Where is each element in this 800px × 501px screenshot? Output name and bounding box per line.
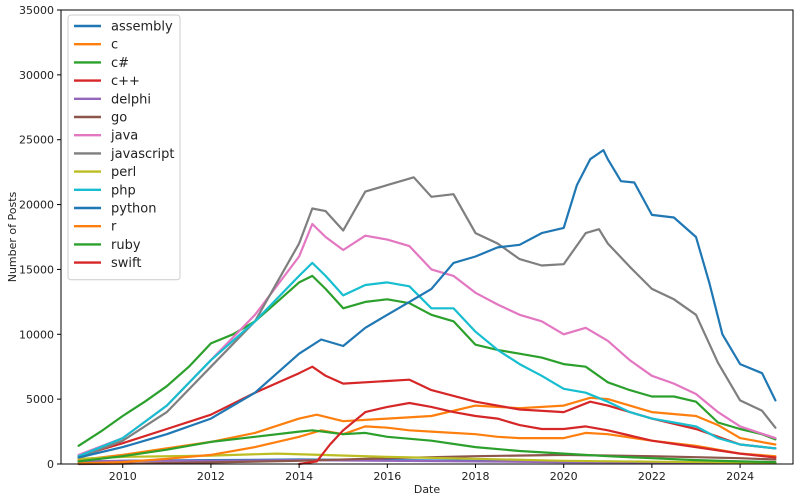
x-tick-label-2014: 2014	[285, 470, 313, 483]
x-axis: 2010 2012 2014 2016 2018 2020 2022 2024	[109, 464, 754, 483]
x-tick-label-2012: 2012	[197, 470, 225, 483]
y-tick-label-15000: 15000	[19, 263, 54, 276]
y-tick-label-5000: 5000	[26, 393, 54, 406]
x-tick-label-2018: 2018	[462, 470, 490, 483]
legend-label-c#: c#	[111, 56, 129, 71]
plot-frame	[60, 9, 794, 465]
x-tick-label-2022: 2022	[638, 470, 666, 483]
legend-label-assembly: assembly	[111, 20, 173, 35]
y-tick-label-0: 0	[47, 458, 54, 471]
legend-label-perl: perl	[111, 165, 136, 180]
x-tick-label-2016: 2016	[373, 470, 401, 483]
legend-label-go: go	[111, 111, 127, 126]
legend-label-ruby: ruby	[111, 238, 141, 253]
x-tick-label-2024: 2024	[726, 470, 754, 483]
series-line-javascript	[77, 176, 777, 459]
y-tick-label-30000: 30000	[19, 69, 54, 82]
y-axis: 0 5000 10000 15000 20000 25000 30000 35000	[19, 4, 61, 471]
series-line-r	[77, 425, 777, 465]
legend-label-delphi: delphi	[111, 92, 151, 107]
legend-label-c++: c++	[111, 74, 140, 89]
legend-label-java: java	[110, 129, 138, 144]
series-layer	[77, 149, 777, 466]
y-tick-label-25000: 25000	[19, 134, 54, 147]
series-line-c#	[77, 274, 777, 447]
y-tick-label-10000: 10000	[19, 328, 54, 341]
series-line-ruby	[77, 429, 777, 464]
x-tick-label-2020: 2020	[550, 470, 578, 483]
y-tick-label-35000: 35000	[19, 4, 54, 17]
legend-label-r: r	[111, 220, 117, 235]
x-axis-label: Date	[414, 483, 441, 496]
series-line-perl	[77, 452, 777, 464]
legend-label-php: php	[111, 183, 136, 198]
series-line-php	[77, 261, 777, 458]
series-line-c	[77, 396, 777, 462]
legend-label-c: c	[111, 38, 118, 53]
y-axis-label: Number of Posts	[6, 191, 19, 282]
series-line-swift	[298, 401, 777, 466]
x-tick-label-2010: 2010	[109, 470, 137, 483]
legend-label-javascript: javascript	[110, 147, 174, 162]
series-line-java	[77, 222, 777, 456]
legend-label-python: python	[111, 202, 156, 217]
legend: assembly c c# c++ delphi go java javascript perl…	[67, 14, 181, 281]
legend-label-swift: swift	[111, 256, 141, 271]
y-tick-label-20000: 20000	[19, 199, 54, 212]
series-line-python	[77, 149, 777, 459]
